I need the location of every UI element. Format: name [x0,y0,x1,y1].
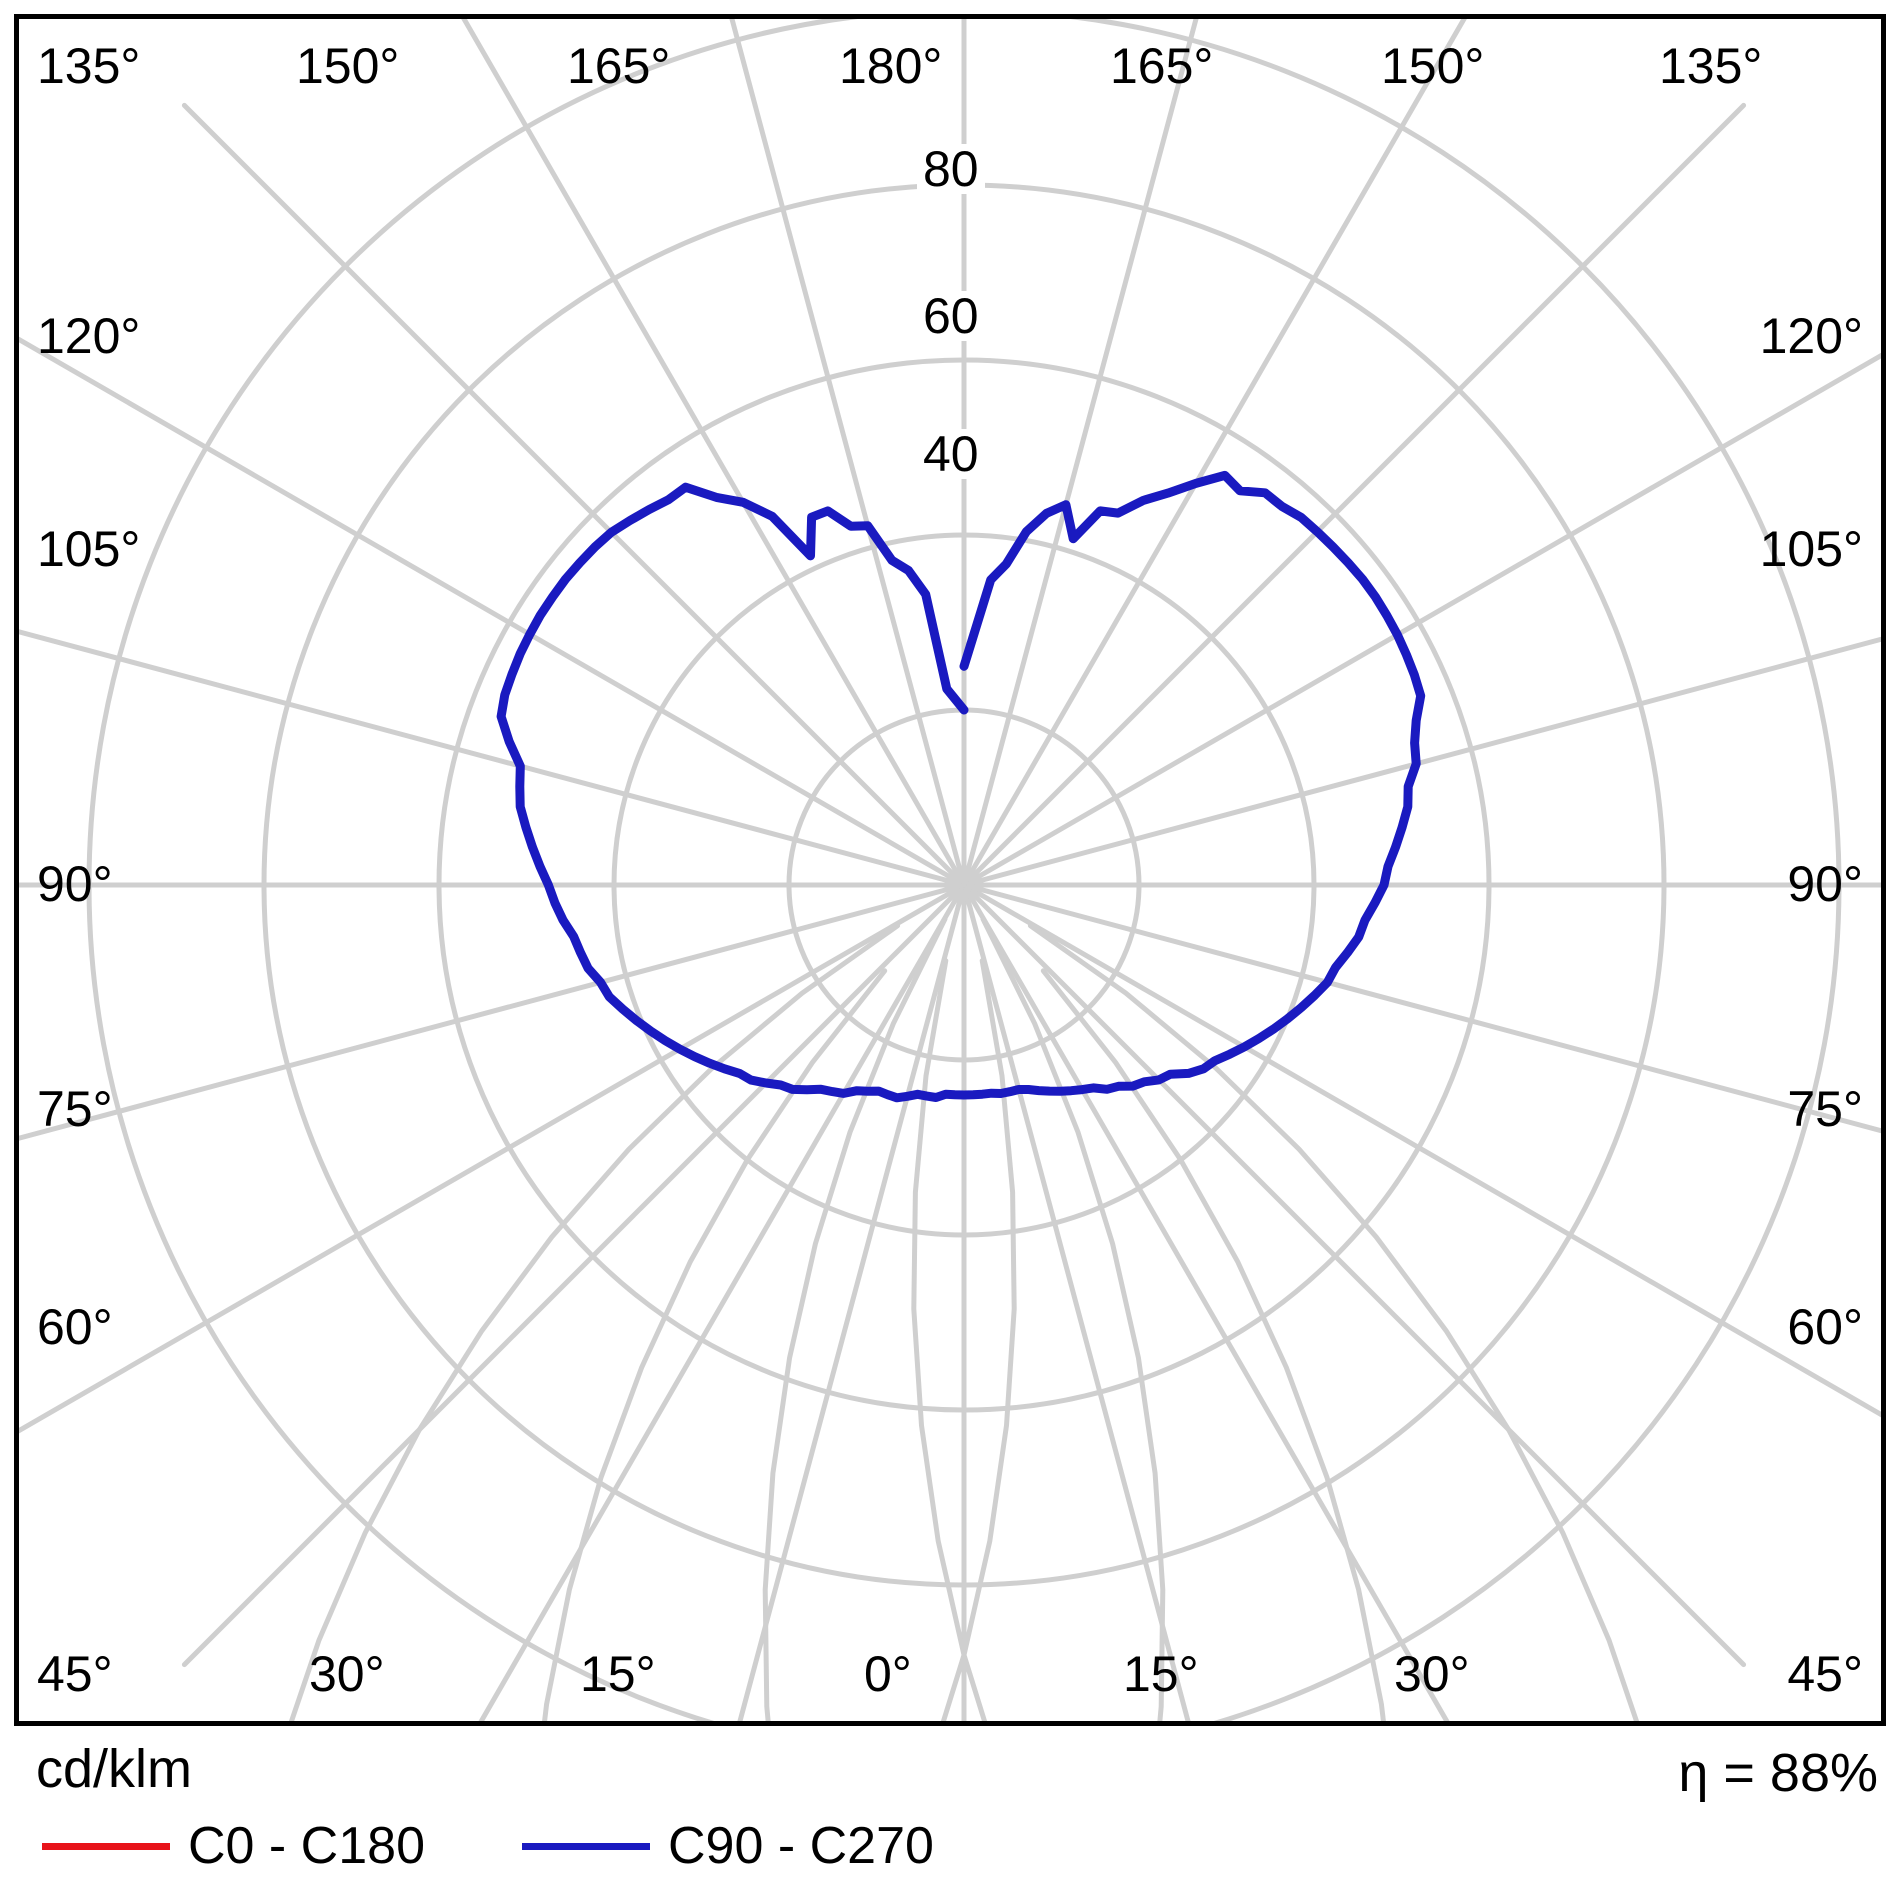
angle-label-180-top: 180° [839,38,943,94]
units-label: cd/klm [36,1739,193,1799]
angle-label-45-bottomleft: 45° [37,1646,113,1702]
angle-label-120-left: 120° [37,308,141,364]
angle-label-0-bottom: 0° [864,1646,912,1702]
angle-label-15-bottomleft: 15° [580,1646,656,1702]
angle-label-165-topright: 165° [1110,38,1214,94]
radial-label-60: 60 [917,291,985,341]
angle-label-90-left: 90° [37,856,113,912]
angle-label-30-bottomright: 30° [1394,1646,1470,1702]
angle-label-135-topright: 135° [1659,38,1763,94]
legend-area: cd/klm η = 88% C0 - C180 C90 - C270 [14,1740,1886,1890]
angle-label-90-right: 90° [1787,856,1863,912]
angle-label-75-left: 75° [37,1081,113,1137]
legend-item-c0-c180[interactable]: C0 - C180 [42,1816,425,1876]
polar-grid-and-curves [19,19,1881,1721]
curve-c90-c270 [496,470,1426,1103]
angle-label-105-left: 105° [37,521,141,577]
polar-plot-frame: 135° 150° 165° 180° 165° 150° 135° 120° … [14,14,1886,1726]
angle-label-75-right: 75° [1787,1081,1863,1137]
angle-label-150-topright: 150° [1381,38,1485,94]
legend-color-swatch-c90-c270 [522,1842,650,1850]
angle-label-105-right: 105° [1759,521,1863,577]
efficiency-label: η = 88% [1678,1743,1878,1803]
angle-label-30-bottomleft: 30° [309,1646,385,1702]
polar-grid [19,19,1881,1721]
legend-item-c90-c270[interactable]: C90 - C270 [522,1816,934,1876]
legend-label-c0-c180: C0 - C180 [188,1817,425,1875]
angle-label-165-topleft: 165° [567,38,671,94]
angle-label-45-bottomright: 45° [1787,1646,1863,1702]
legend-label-c90-c270: C90 - C270 [668,1817,934,1875]
angle-label-60-left: 60° [37,1299,113,1355]
angle-label-135-topleft: 135° [37,38,141,94]
radial-label-80: 80 [917,144,985,194]
radial-label-40: 40 [917,429,985,479]
angle-label-15-bottomright: 15° [1123,1646,1199,1702]
angle-label-150-topleft: 150° [296,38,400,94]
legend-color-swatch-c0-c180 [42,1842,170,1850]
angle-label-60-right: 60° [1787,1299,1863,1355]
distribution-curves [496,470,1426,1103]
angle-label-120-right: 120° [1759,308,1863,364]
